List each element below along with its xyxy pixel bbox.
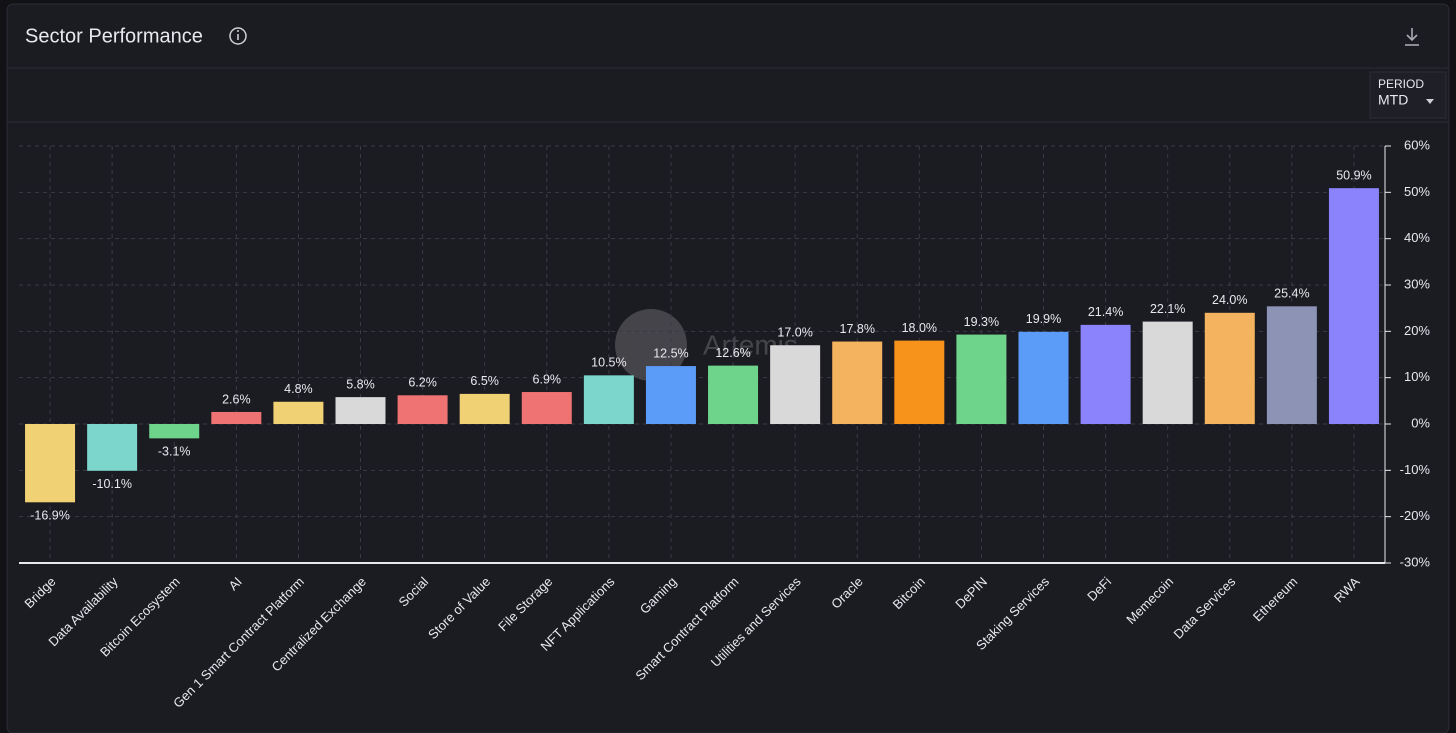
value-label: 18.0%	[902, 321, 937, 335]
bar	[335, 397, 386, 424]
bar	[273, 401, 324, 424]
value-label: 24.0%	[1212, 293, 1247, 307]
value-label: 19.9%	[1026, 312, 1061, 326]
value-label: 5.8%	[346, 377, 375, 391]
y-tick-label: 60%	[1404, 137, 1430, 152]
download-button[interactable]	[1405, 28, 1419, 46]
value-label: 6.5%	[470, 374, 499, 388]
period-value: MTD	[1378, 92, 1408, 108]
value-label: 19.3%	[964, 315, 999, 329]
value-label: -10.1%	[92, 477, 132, 491]
value-label: -3.1%	[158, 445, 191, 459]
value-label: 4.8%	[284, 382, 313, 396]
bar	[25, 424, 76, 503]
bar	[645, 366, 696, 424]
bar	[583, 375, 634, 424]
bar	[708, 365, 759, 424]
value-label: -16.9%	[30, 509, 70, 523]
value-label: 12.5%	[653, 346, 688, 360]
y-tick-label: 50%	[1404, 184, 1430, 199]
bar	[1204, 312, 1255, 424]
bar	[87, 424, 138, 471]
value-label: 12.6%	[715, 346, 750, 360]
value-label: 17.0%	[777, 326, 812, 340]
value-label: 6.2%	[408, 376, 437, 390]
bar	[149, 424, 200, 439]
grid	[19, 145, 1385, 564]
bar	[1142, 321, 1193, 424]
period-label: PERIOD	[1378, 77, 1424, 91]
y-tick-label: 30%	[1404, 276, 1430, 291]
chart-title: Sector Performance	[25, 25, 203, 47]
value-label: 50.9%	[1336, 168, 1371, 182]
info-icon[interactable]	[229, 27, 247, 45]
value-label: 6.9%	[533, 372, 562, 386]
value-label: 2.6%	[222, 392, 251, 406]
value-label: 21.4%	[1088, 305, 1123, 319]
bar	[1328, 188, 1379, 424]
bar	[770, 345, 821, 424]
period-select[interactable]: PERIOD MTD	[1369, 71, 1447, 119]
y-tick-label: 40%	[1404, 230, 1430, 245]
bar	[211, 411, 262, 424]
bar	[397, 395, 448, 424]
y-tick-label: -30%	[1400, 554, 1431, 569]
y-tick-label: -10%	[1400, 462, 1431, 477]
bar	[894, 340, 945, 424]
bar	[832, 341, 883, 424]
bar	[459, 393, 510, 424]
bar	[956, 334, 1007, 424]
bar	[1266, 306, 1317, 424]
value-label: 25.4%	[1274, 287, 1309, 301]
bar	[1080, 324, 1131, 424]
value-label: 22.1%	[1150, 302, 1185, 316]
value-label: 17.8%	[840, 322, 875, 336]
bar	[1018, 331, 1069, 424]
y-tick-label: 0%	[1411, 415, 1430, 430]
y-tick-label: 10%	[1404, 369, 1430, 384]
bar	[521, 392, 572, 424]
value-label: 10.5%	[591, 356, 626, 370]
y-tick-label: -20%	[1400, 508, 1431, 523]
y-tick-label: 20%	[1404, 323, 1430, 338]
